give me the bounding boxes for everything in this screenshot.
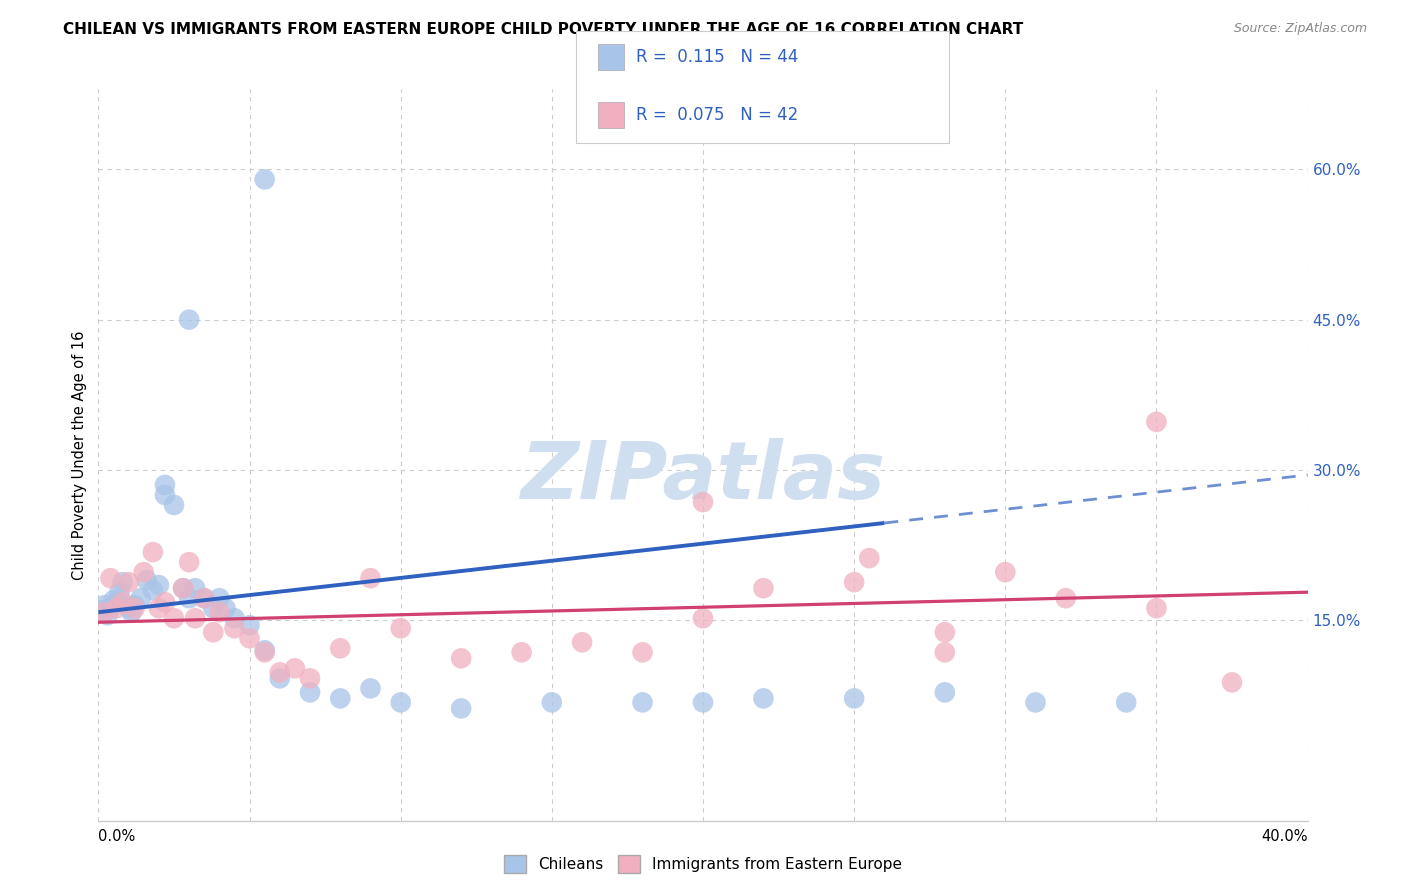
- Point: [148, 601, 170, 615]
- Point: [179, 312, 201, 326]
- Point: [571, 635, 593, 649]
- Text: R =  0.115   N = 44: R = 0.115 N = 44: [636, 48, 799, 66]
- Point: [1024, 695, 1046, 709]
- Text: CHILEAN VS IMMIGRANTS FROM EASTERN EUROPE CHILD POVERTY UNDER THE AGE OF 16 CORR: CHILEAN VS IMMIGRANTS FROM EASTERN EUROP…: [63, 22, 1024, 37]
- Point: [692, 695, 714, 709]
- Point: [214, 601, 236, 615]
- Point: [844, 575, 866, 590]
- Point: [202, 625, 225, 640]
- Point: [253, 172, 276, 186]
- Point: [208, 591, 231, 606]
- Point: [179, 591, 201, 606]
- Point: [1054, 591, 1077, 606]
- Point: [934, 625, 956, 640]
- Point: [844, 691, 866, 706]
- Text: R =  0.075   N = 42: R = 0.075 N = 42: [636, 106, 797, 124]
- Point: [142, 545, 165, 559]
- Point: [100, 601, 122, 615]
- Point: [153, 478, 176, 492]
- Point: [172, 581, 194, 595]
- Point: [224, 621, 246, 635]
- Point: [193, 591, 215, 606]
- Point: [118, 601, 141, 615]
- Point: [142, 583, 165, 598]
- Point: [153, 595, 176, 609]
- Point: [329, 691, 352, 706]
- Point: [510, 645, 533, 659]
- Point: [103, 593, 125, 607]
- Point: [124, 598, 146, 612]
- Point: [163, 498, 186, 512]
- Point: [193, 591, 215, 606]
- Point: [1144, 415, 1167, 429]
- Point: [284, 661, 307, 675]
- Point: [239, 618, 262, 632]
- Point: [111, 595, 134, 609]
- Point: [692, 611, 714, 625]
- Point: [129, 591, 152, 606]
- Point: [692, 495, 714, 509]
- Point: [360, 571, 382, 585]
- Point: [93, 605, 115, 619]
- Text: ZIPatlas: ZIPatlas: [520, 438, 886, 516]
- Point: [148, 578, 170, 592]
- Point: [253, 645, 276, 659]
- Point: [96, 608, 118, 623]
- Point: [163, 611, 186, 625]
- Point: [224, 611, 246, 625]
- Text: 40.0%: 40.0%: [1261, 829, 1308, 844]
- Point: [124, 601, 146, 615]
- Point: [135, 573, 157, 587]
- Point: [184, 611, 207, 625]
- Point: [239, 632, 262, 646]
- Point: [752, 691, 775, 706]
- Y-axis label: Child Poverty Under the Age of 16: Child Poverty Under the Age of 16: [72, 330, 87, 580]
- Point: [299, 685, 322, 699]
- Point: [934, 645, 956, 659]
- Point: [253, 643, 276, 657]
- Point: [1144, 601, 1167, 615]
- Point: [179, 555, 201, 569]
- Point: [631, 645, 654, 659]
- Point: [269, 671, 291, 685]
- Point: [105, 601, 128, 615]
- Point: [90, 603, 112, 617]
- Point: [208, 605, 231, 619]
- Point: [105, 595, 128, 609]
- Point: [389, 695, 412, 709]
- Point: [934, 685, 956, 699]
- Legend: Chileans, Immigrants from Eastern Europe: Chileans, Immigrants from Eastern Europe: [498, 849, 908, 879]
- Point: [1115, 695, 1137, 709]
- Text: 0.0%: 0.0%: [98, 829, 135, 844]
- Point: [329, 641, 352, 656]
- Point: [631, 695, 654, 709]
- Point: [202, 601, 225, 615]
- Point: [132, 565, 155, 579]
- Point: [172, 581, 194, 595]
- Point: [1220, 675, 1243, 690]
- Point: [184, 581, 207, 595]
- Point: [93, 598, 115, 612]
- Point: [540, 695, 562, 709]
- Point: [450, 651, 472, 665]
- Point: [994, 565, 1017, 579]
- Point: [752, 581, 775, 595]
- Point: [111, 575, 134, 590]
- Point: [450, 701, 472, 715]
- Point: [153, 488, 176, 502]
- Point: [121, 605, 143, 619]
- Text: Source: ZipAtlas.com: Source: ZipAtlas.com: [1233, 22, 1367, 36]
- Point: [299, 671, 322, 685]
- Point: [360, 681, 382, 696]
- Point: [108, 585, 131, 599]
- Point: [389, 621, 412, 635]
- Point: [269, 665, 291, 680]
- Point: [100, 571, 122, 585]
- Point: [118, 575, 141, 590]
- Point: [858, 551, 880, 566]
